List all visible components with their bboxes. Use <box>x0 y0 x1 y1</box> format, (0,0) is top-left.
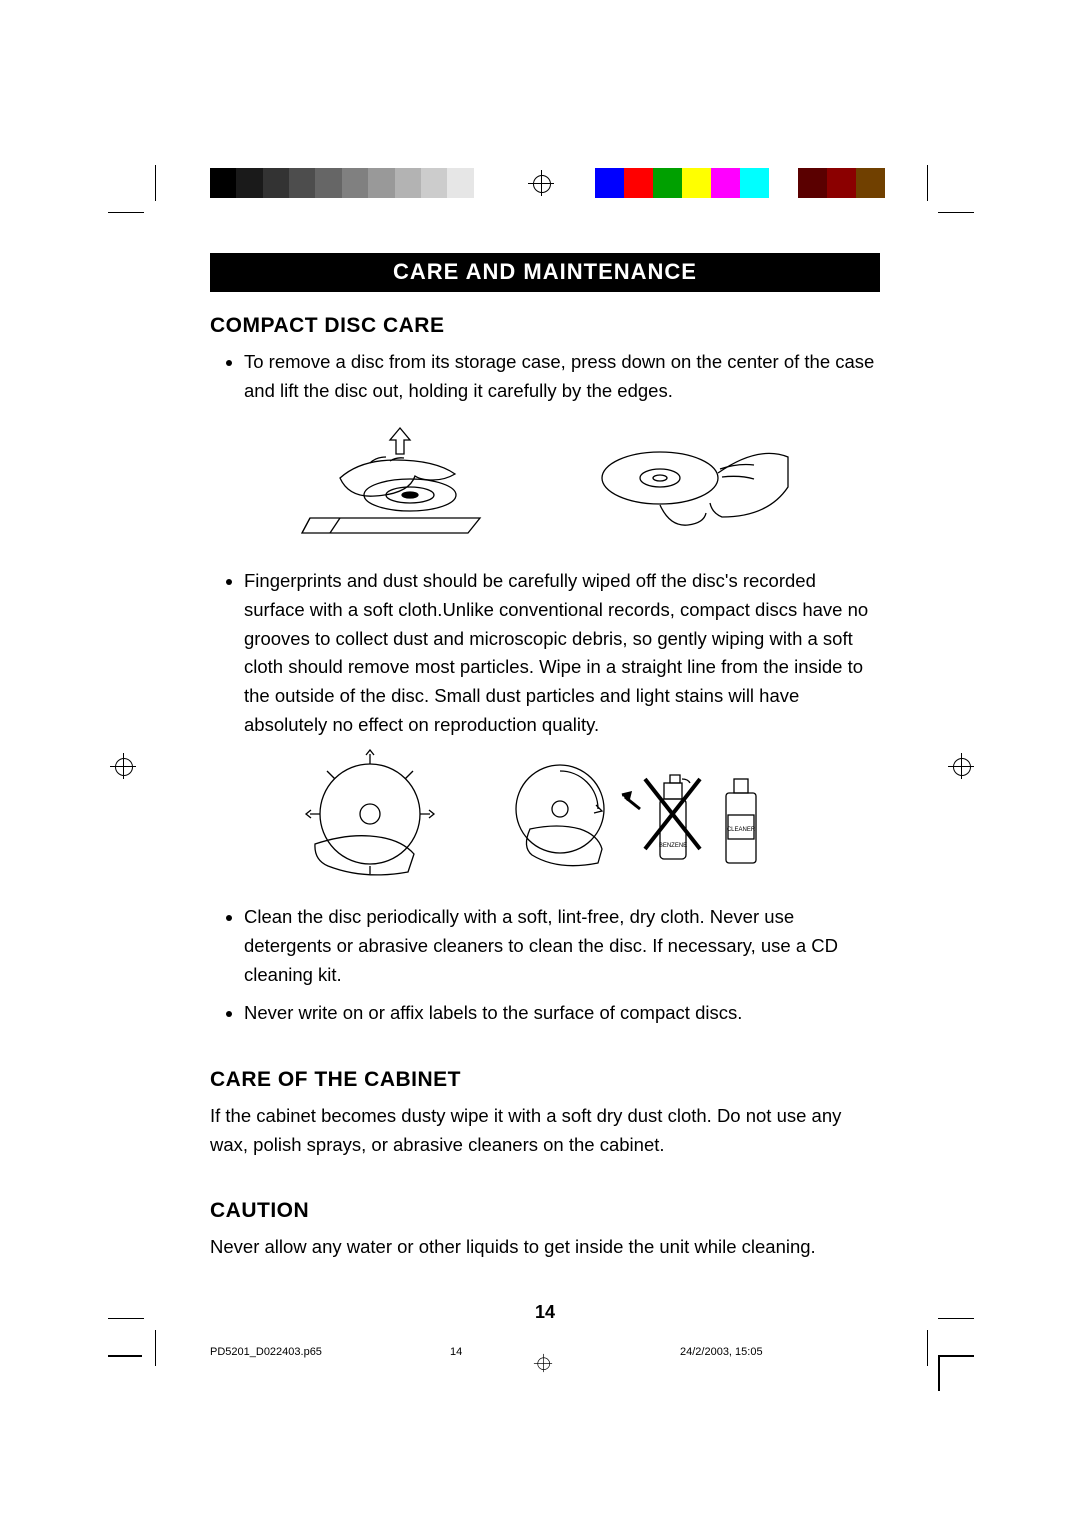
swatch <box>624 168 653 198</box>
illustration-row <box>300 423 880 543</box>
swatch <box>421 168 447 198</box>
crop-corner <box>108 1355 142 1357</box>
crop-mark <box>927 1330 928 1366</box>
swatch <box>827 168 856 198</box>
swatch <box>653 168 682 198</box>
footer-timestamp: 24/2/2003, 15:05 <box>680 1346 763 1358</box>
disc-remove-illustration <box>300 423 500 543</box>
crop-mark <box>155 165 156 201</box>
page-content: CARE AND MAINTENANCE COMPACT DISC CARE T… <box>210 253 880 1323</box>
crop-mark <box>938 212 974 213</box>
swatch <box>315 168 341 198</box>
list-item: To remove a disc from its storage case, … <box>244 348 880 405</box>
registration-mark-icon <box>110 753 136 779</box>
benzene-label: BENZENE <box>659 843 687 849</box>
cleaner-label: CLEANER <box>727 827 756 833</box>
swatch <box>263 168 289 198</box>
page-number: 14 <box>210 1302 880 1323</box>
swatch <box>447 168 473 198</box>
registration-mark-icon <box>948 753 974 779</box>
color-calibration-bar <box>595 168 885 198</box>
registration-mark-icon <box>528 170 554 196</box>
list-item: Never write on or affix labels to the su… <box>244 999 880 1028</box>
swatch <box>798 168 827 198</box>
crop-mark <box>938 1318 974 1319</box>
illustration-row: BENZENE CLEANER <box>260 749 880 879</box>
disc-care-list: To remove a disc from its storage case, … <box>230 348 880 405</box>
grayscale-calibration-bar <box>210 168 500 198</box>
cabinet-text: If the cabinet becomes dusty wipe it wit… <box>210 1102 880 1159</box>
swatch <box>289 168 315 198</box>
crop-mark <box>927 165 928 201</box>
caution-text: Never allow any water or other liquids t… <box>210 1233 880 1262</box>
swatch <box>740 168 769 198</box>
swatch <box>682 168 711 198</box>
disc-hold-illustration <box>570 423 790 533</box>
disc-care-list: Clean the disc periodically with a soft,… <box>230 903 880 1028</box>
list-item: Fingerprints and dust should be carefull… <box>244 567 880 739</box>
swatch <box>368 168 394 198</box>
swatch <box>595 168 624 198</box>
crop-mark <box>108 212 144 213</box>
disc-care-list: Fingerprints and dust should be carefull… <box>230 567 880 739</box>
page-title: CARE AND MAINTENANCE <box>210 253 880 292</box>
section-heading-cabinet: CARE OF THE CABINET <box>210 1068 880 1092</box>
section-heading-disc-care: COMPACT DISC CARE <box>210 314 880 338</box>
registration-mark-icon <box>534 1354 552 1372</box>
footer-filename: PD5201_D022403.p65 <box>210 1346 322 1358</box>
swatch <box>236 168 262 198</box>
swatch <box>395 168 421 198</box>
swatch <box>210 168 236 198</box>
disc-cleaner-illustration: BENZENE CLEANER <box>500 749 810 879</box>
swatch <box>474 168 500 198</box>
crop-corner <box>938 1355 974 1391</box>
swatch <box>856 168 885 198</box>
section-heading-caution: CAUTION <box>210 1199 880 1223</box>
list-item: Clean the disc periodically with a soft,… <box>244 903 880 989</box>
crop-mark <box>155 1330 156 1366</box>
swatch <box>769 168 798 198</box>
disc-wipe-illustration <box>260 749 470 879</box>
footer-page: 14 <box>450 1346 462 1358</box>
swatch <box>711 168 740 198</box>
swatch <box>342 168 368 198</box>
crop-mark <box>108 1318 144 1319</box>
